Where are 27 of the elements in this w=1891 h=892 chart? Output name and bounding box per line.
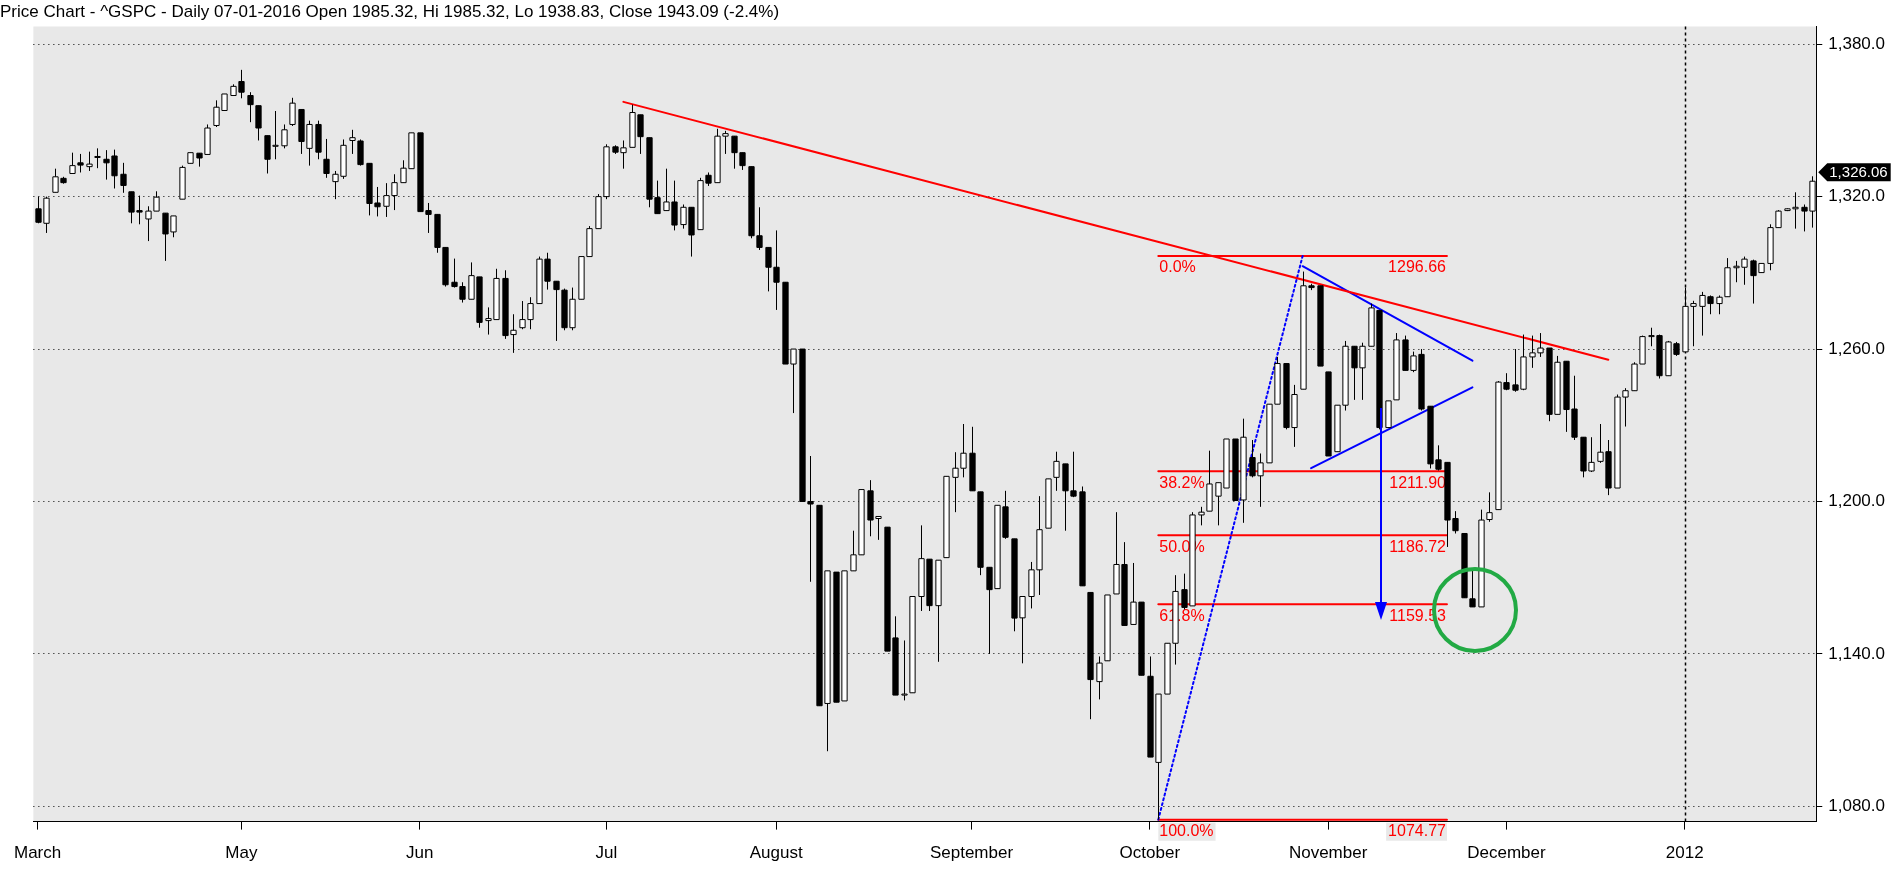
text: 1,326.06 <box>1829 163 1888 181</box>
y-tick-label: 1,080.0 <box>1828 796 1886 816</box>
x-tick-label: Jul <box>595 843 618 863</box>
x-tick-label: December <box>1467 843 1546 863</box>
x-tick-label: August <box>749 843 803 863</box>
x-tick-label: September <box>929 843 1014 863</box>
y-tick-label: 1,380.0 <box>1828 33 1886 53</box>
y-tick-label: 1,140.0 <box>1828 643 1886 663</box>
series-label: 38.2% <box>1159 473 1205 491</box>
data-label: 1296.66 <box>1388 258 1447 276</box>
y-tick-label: 1,320.0 <box>1828 186 1886 206</box>
x-tick-label: Jun <box>405 843 434 863</box>
x-tick-label: October <box>1119 843 1181 863</box>
x-tick-label: March <box>14 843 62 863</box>
series-label: 0.0% <box>1159 258 1196 276</box>
y-tick-label: 1,200.0 <box>1828 491 1886 511</box>
series-label: 100.0% <box>1159 822 1214 840</box>
candlestick <box>1317 285 1324 367</box>
x-tick-label: November <box>1288 843 1368 863</box>
x-tick-label: May <box>225 843 258 863</box>
y-tick-label: 1,260.0 <box>1828 338 1886 358</box>
candlestick <box>94 147 101 169</box>
candlestick <box>977 491 984 576</box>
data-label: 1074.77 <box>1388 822 1447 840</box>
chart-title: Price Chart - ^GSPC - Daily 07-01-2016 Open 1985.32, Hi 1985.32, Lo 1938.83, Close 1943.09 (-2.4%) <box>0 1 780 21</box>
x-tick-label: 2012 <box>1665 843 1704 863</box>
data-label: 1186.72 <box>1389 537 1447 555</box>
